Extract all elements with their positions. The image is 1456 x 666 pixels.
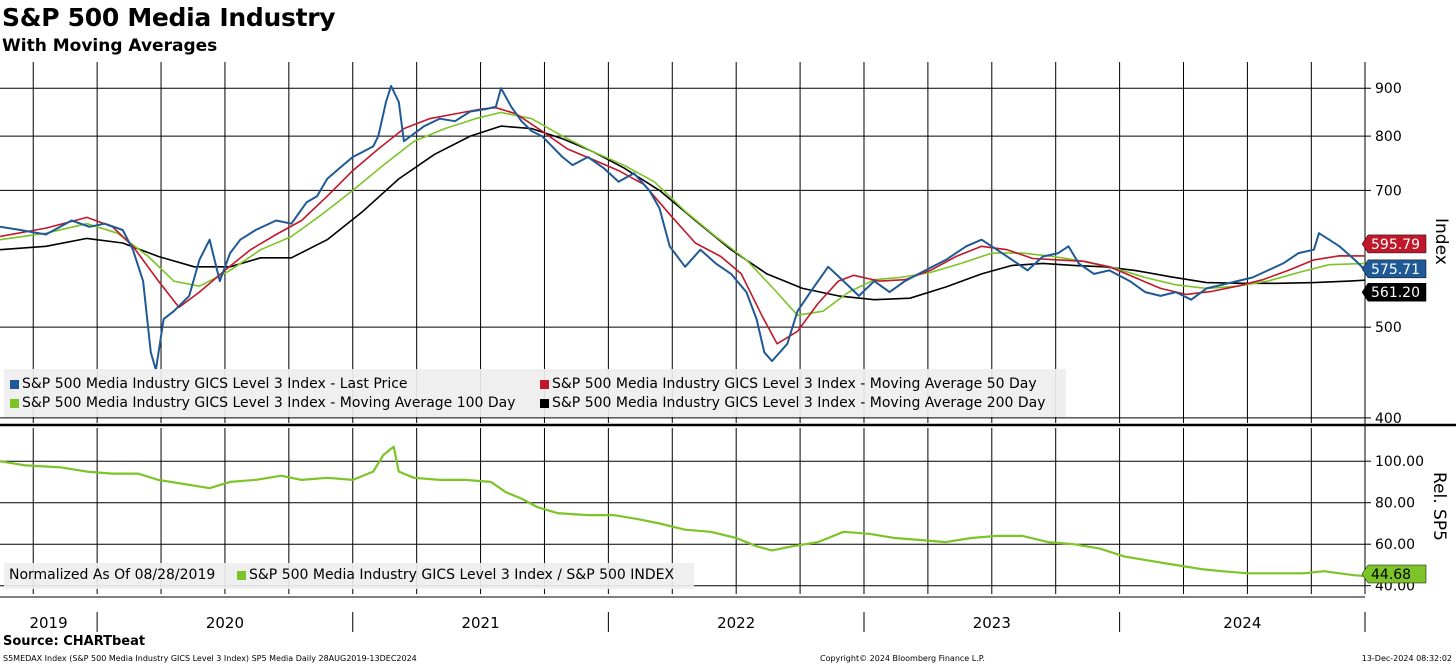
ytick-label-upper-3: 800 [1375, 129, 1402, 145]
series-upper-ma200 [0, 125, 1366, 301]
chart-subtitle: With Moving Averages [2, 36, 218, 56]
legend-label-ma50: S&P 500 Media Industry GICS Level 3 Inde… [552, 376, 1037, 392]
xtick-label-2024: 2024 [1223, 614, 1261, 632]
last-value-price-bg [1361, 259, 1427, 279]
legend-swatch-rel [237, 570, 246, 580]
xtick-label-2020: 2020 [206, 614, 244, 632]
last-value-ma200-text: 561.20 [1371, 285, 1420, 301]
series-lower-rel [0, 445, 1366, 578]
ytick-label-upper-2: 700 [1375, 183, 1402, 199]
ytick-label-upper-1: 500 [1375, 320, 1402, 336]
ylabel-upper: Index [1431, 218, 1451, 265]
last-value-price-text: 575.71 [1371, 262, 1420, 278]
last-value-ma50-text: 595.79 [1371, 237, 1420, 253]
ytick-label-lower-1: 60.00 [1375, 537, 1415, 553]
legend-entry-rel: S&P 500 Media Industry GICS Level 3 Inde… [237, 567, 674, 583]
upper-legend: S&P 500 Media Industry GICS Level 3 Inde… [4, 369, 1066, 417]
legend-swatch-ma50 [540, 379, 549, 389]
series-upper-ma100 [0, 111, 1366, 316]
xtick-label-2022: 2022 [717, 614, 755, 632]
last-value-rel-bg [1361, 564, 1427, 584]
legend-entry-price: S&P 500 Media Industry GICS Level 3 Inde… [10, 376, 408, 392]
footer-timestamp: 13-Dec-2024 08:32:02 [1361, 654, 1452, 663]
ytick-label-upper-0: 400 [1375, 411, 1402, 427]
legend-label-rel: S&P 500 Media Industry GICS Level 3 Inde… [249, 567, 675, 583]
source-label: Source: CHARTbeat [3, 634, 146, 649]
legend-entry-ma100: S&P 500 Media Industry GICS Level 3 Inde… [10, 395, 516, 411]
legend-swatch-ma200 [540, 398, 549, 408]
last-value-rel-text: 44.68 [1371, 567, 1411, 583]
legend-entry-ma200: S&P 500 Media Industry GICS Level 3 Inde… [540, 395, 1046, 411]
footer-ticker: S5MEDAX Index (S&P 500 Media Industry GI… [3, 654, 417, 663]
last-value-ma50-bg [1361, 234, 1427, 254]
last-value-ma200-bg [1361, 282, 1427, 302]
legend-label-price: S&P 500 Media Industry GICS Level 3 Inde… [22, 376, 408, 392]
lower-legend: Normalized As Of 08/28/2019 S&P 500 Medi… [4, 563, 694, 589]
series-upper-price [0, 85, 1366, 371]
ytick-label-lower-3: 100.00 [1375, 454, 1424, 470]
legend-swatch-ma100 [10, 398, 19, 408]
series-upper-ma50 [0, 106, 1366, 345]
xtick-label-2023: 2023 [973, 614, 1011, 632]
footer-copyright: Copyright© 2024 Bloomberg Finance L.P. [820, 654, 985, 663]
xtick-label-2021: 2021 [461, 614, 499, 632]
legend-entry-ma50: S&P 500 Media Industry GICS Level 3 Inde… [540, 376, 1037, 392]
legend-label-ma200: S&P 500 Media Industry GICS Level 3 Inde… [552, 395, 1046, 411]
ytick-label-upper-4: 900 [1375, 81, 1402, 97]
legend-swatch-price [10, 379, 19, 389]
ylabel-lower: Rel. SP5 [1429, 472, 1449, 541]
legend-label-ma100: S&P 500 Media Industry GICS Level 3 Inde… [22, 395, 516, 411]
xtick-label-2019: 2019 [29, 614, 67, 632]
chart-title: S&P 500 Media Industry [2, 3, 336, 32]
legend-entry-normalized: Normalized As Of 08/28/2019 [9, 567, 215, 583]
legend-label-normalized: Normalized As Of 08/28/2019 [9, 567, 216, 583]
ytick-label-lower-2: 80.00 [1375, 496, 1415, 512]
